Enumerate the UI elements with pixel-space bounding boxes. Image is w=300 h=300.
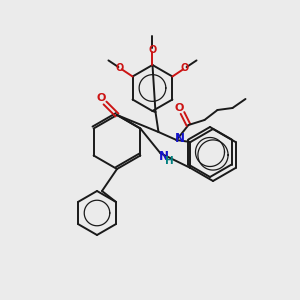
Text: H: H (165, 156, 174, 166)
Text: N: N (175, 131, 184, 145)
Text: O: O (116, 63, 124, 73)
Text: O: O (148, 45, 157, 55)
Text: O: O (96, 93, 106, 103)
Text: N: N (158, 150, 168, 163)
Text: O: O (181, 63, 189, 73)
Text: O: O (175, 103, 184, 113)
